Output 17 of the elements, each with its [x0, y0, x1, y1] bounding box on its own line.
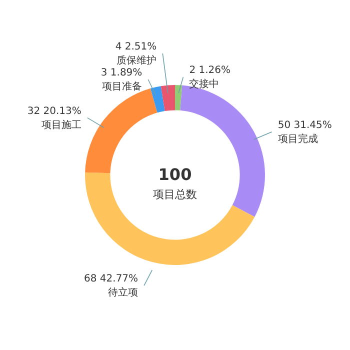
- donut-slice: [175, 85, 182, 110]
- data-label: 50 31.45%: [278, 120, 332, 131]
- donut-slice: [150, 86, 165, 113]
- slice-label: 项目准备: [102, 80, 142, 92]
- data-label: 3 1.89%: [100, 67, 142, 78]
- data-label: 2 1.26%: [189, 65, 231, 76]
- slice-label: 项目完成: [278, 132, 318, 145]
- text: 100: [158, 165, 192, 184]
- data-label: 4 2.51%: [115, 41, 157, 52]
- text: 项目总数: [153, 188, 197, 201]
- data-label: 32 20.13%: [27, 106, 82, 117]
- slice-label: 质保维护: [116, 54, 157, 66]
- slice-label: 交接中: [189, 78, 220, 90]
- slice-label: 待立项: [108, 286, 138, 299]
- slice-label: 项目施工: [41, 118, 82, 131]
- donut-slice: [160, 85, 175, 112]
- data-label: 68 42.77%: [84, 274, 138, 285]
